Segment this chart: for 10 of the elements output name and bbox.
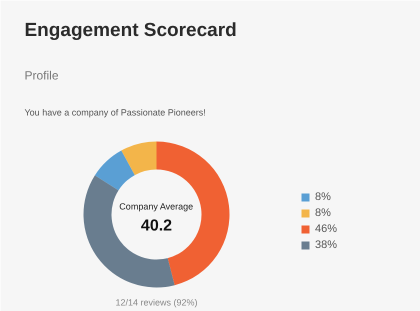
text: Company Average <box>119 202 194 212</box>
legend-label: 38% <box>315 239 338 251</box>
text: 12/14 reviews (92%) <box>115 298 198 308</box>
legend-label: 8% <box>315 191 332 203</box>
text: You have a company of Passionate Pioneers! <box>24 108 206 118</box>
legend-label: 8% <box>315 207 332 219</box>
text: 40.2 <box>140 218 172 234</box>
chart-title: Engagement Scorecard <box>24 20 237 41</box>
chart-subtitle: Profile <box>24 68 59 82</box>
legend-label: 46% <box>315 223 338 235</box>
